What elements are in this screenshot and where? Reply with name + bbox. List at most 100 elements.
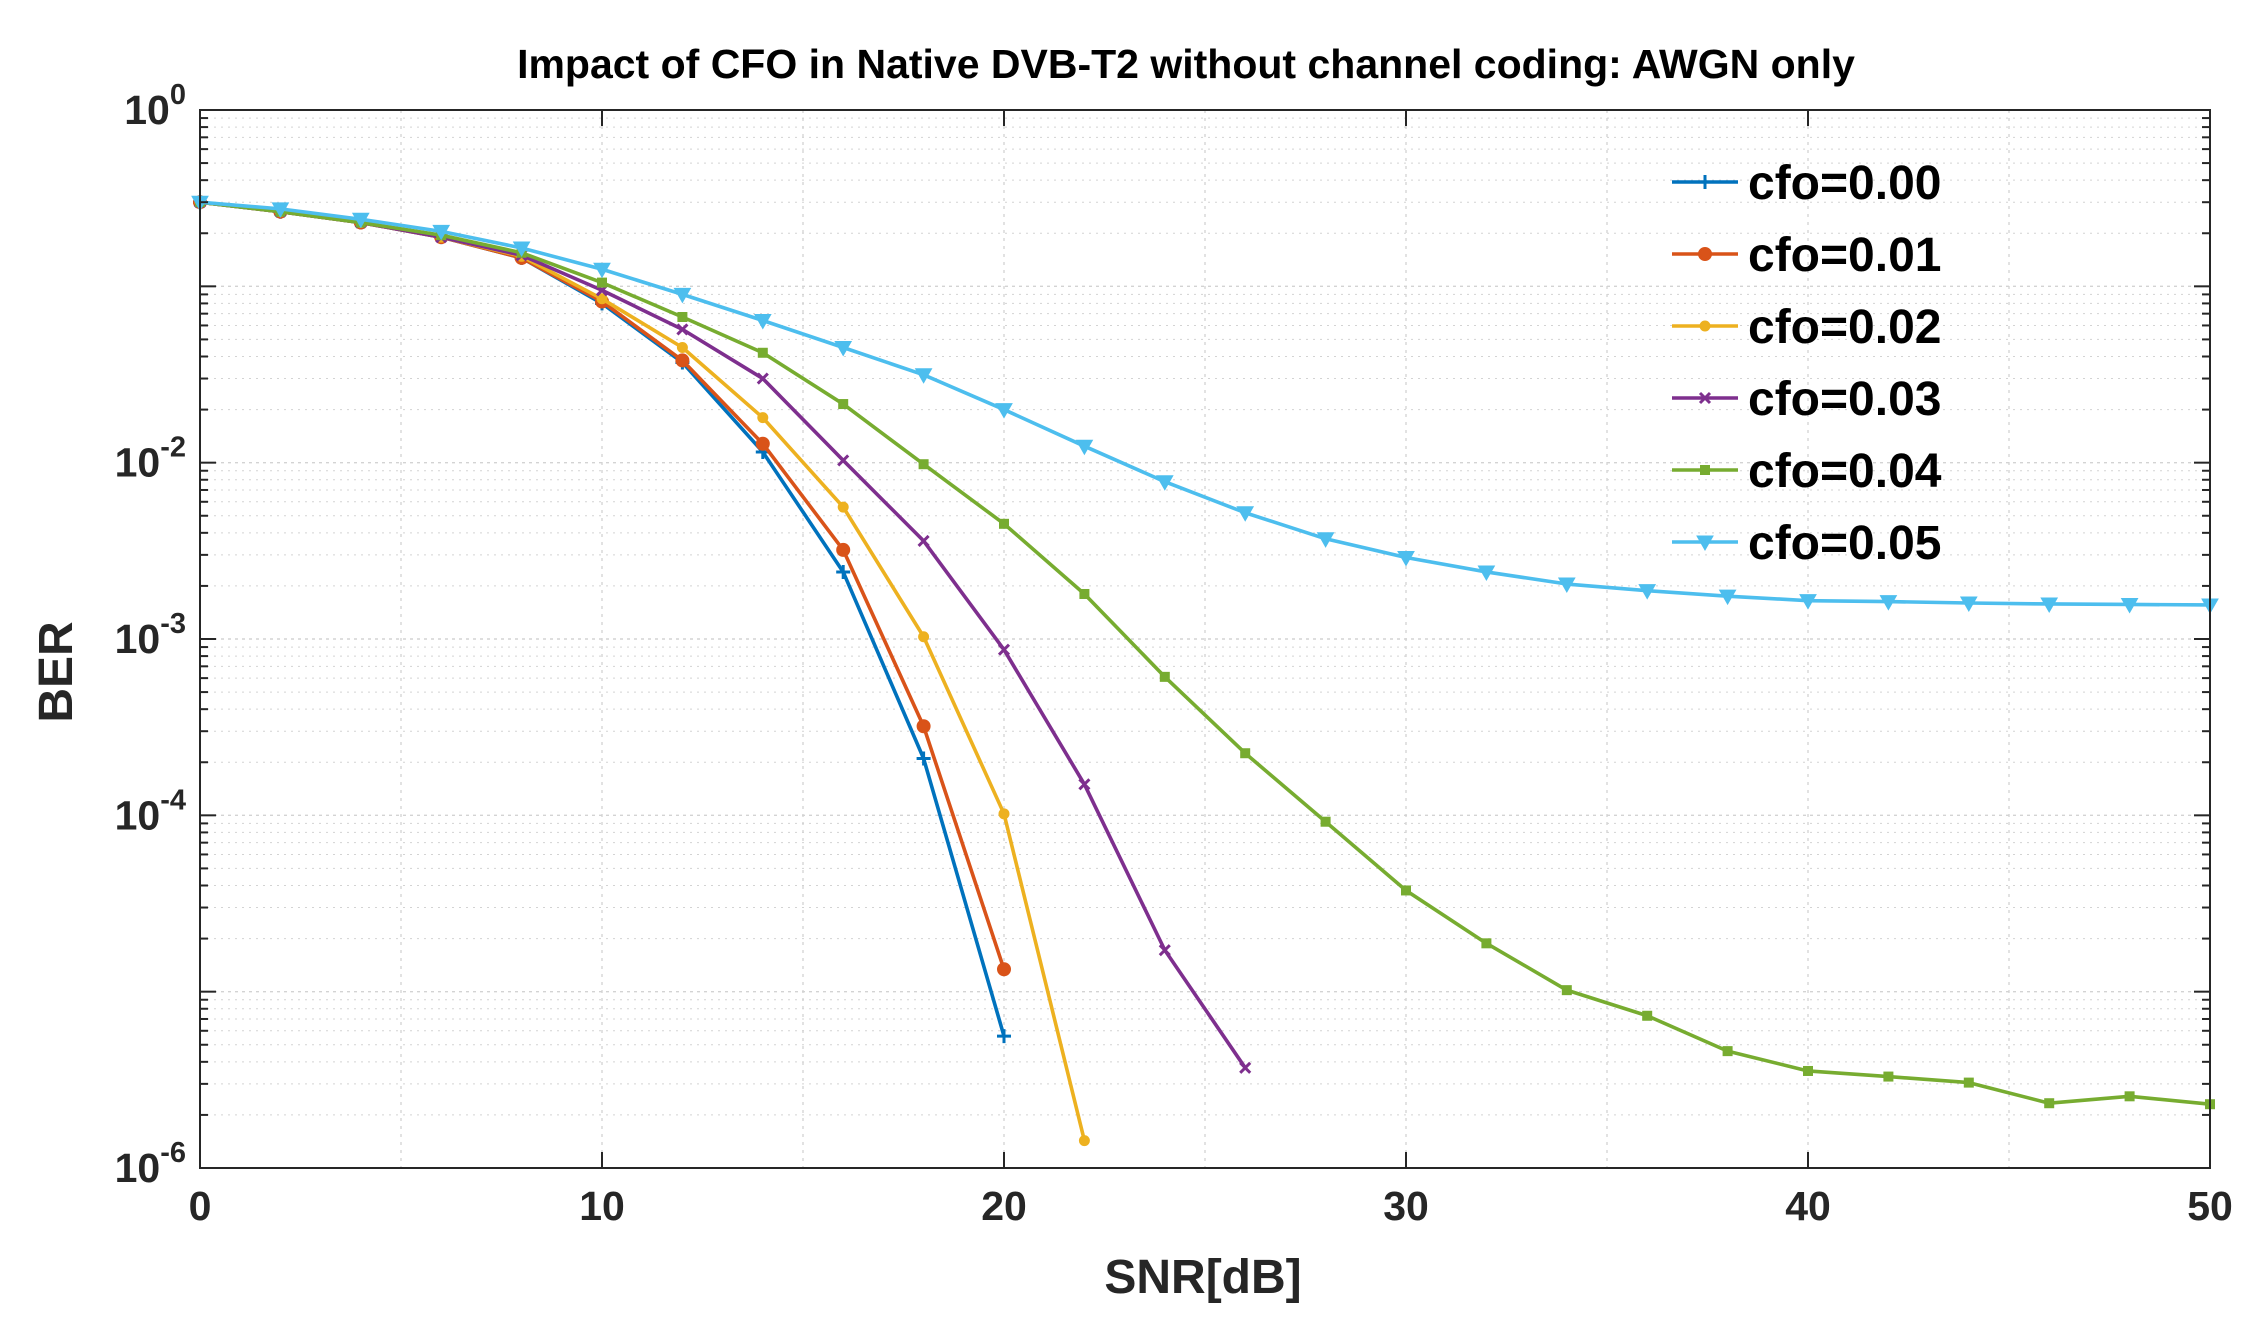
data-point [837,454,850,467]
data-point [512,241,531,257]
data-point [756,372,769,385]
data-point [836,564,851,579]
x-tick-label: 30 [1383,1183,1429,1229]
y-axis-label: BER [30,621,83,722]
y-tick-label: 10-4 [115,784,186,838]
legend-swatch-marker [1699,320,1711,332]
data-point [271,202,290,218]
data-point [1561,985,1572,996]
data-point [1722,1046,1733,1057]
x-tick-label: 0 [189,1183,212,1229]
data-point [1078,778,1091,791]
data-point [1481,938,1492,949]
data-point [836,542,851,557]
legend-item: cfo=0.05 [1672,517,1941,570]
legend-swatch-marker [1700,465,1710,475]
legend-swatch-marker [1698,175,1712,189]
y-tick-label: 10-6 [115,1137,186,1191]
legend-swatch-marker [1698,247,1712,261]
chart-title: Impact of CFO in Native DVB-T2 without c… [517,41,1855,87]
data-point [918,631,930,643]
legend-label: cfo=0.00 [1748,157,1941,210]
data-point [1240,748,1251,759]
data-point [596,293,608,305]
data-point [2040,597,2059,613]
legend-item: cfo=0.02 [1672,301,1941,354]
x-axis-label: SNR[dB] [1104,1251,1301,1304]
y-tick-exponent: -3 [160,608,186,640]
y-tick-label: 10-3 [115,608,186,662]
x-tick-label: 50 [2187,1183,2233,1229]
legend-swatch-marker [1696,535,1714,552]
grid [200,110,2210,1168]
series-cfo-0-05 [191,195,2219,614]
y-tick-base: 10 [115,1145,161,1191]
series-line [199,200,2211,1107]
data-point [2044,1098,2055,1109]
data-point [757,347,768,358]
x-tick-label: 40 [1785,1183,1831,1229]
data-point [675,353,690,368]
data-point [1075,439,1094,456]
data-point [1803,1065,1813,1076]
y-tick-exponent: 0 [170,79,186,111]
legend-item: cfo=0.01 [1672,229,1941,282]
legend-label: cfo=0.02 [1748,301,1941,354]
data-point [432,224,451,241]
data-point [837,501,849,513]
data-point [1963,1077,1974,1088]
data-point [997,962,1011,977]
data-point [753,314,772,330]
data-point [1320,816,1331,827]
legend-label: cfo=0.03 [1748,373,1941,426]
data-point [916,719,931,734]
data-point [2120,597,2139,614]
data-point [1477,565,1496,581]
x-tick-label: 10 [579,1183,625,1229]
y-tick-exponent: -6 [160,1137,186,1169]
data-point [918,459,929,470]
data-point [1397,550,1415,567]
y-tick-exponent: -2 [160,432,186,464]
data-point [1642,1010,1653,1021]
data-point [1239,1061,1252,1074]
data-point [673,287,692,304]
data-point [1158,944,1171,957]
data-point [995,403,1013,419]
data-point [1959,596,1978,613]
data-point [2124,1091,2135,1102]
x-tick-label: 20 [981,1183,1027,1229]
legend-label: cfo=0.04 [1748,445,1942,498]
y-tick-label: 10-2 [115,432,186,486]
y-tick-label: 100 [124,79,186,133]
legend-item: cfo=0.03 [1672,373,1941,426]
y-tick-base: 10 [124,87,170,133]
data-point [997,643,1011,656]
data-point [597,277,607,288]
data-point [755,436,770,451]
data-point [1883,1071,1894,1082]
data-point [838,399,849,410]
legend-item: cfo=0.04 [1672,445,1942,498]
data-series [191,195,2219,1147]
data-point [1316,532,1335,548]
data-point [999,518,1009,529]
series-line [199,200,2211,607]
data-point [998,808,1010,820]
data-point [677,312,688,323]
y-tick-exponent: -4 [160,784,186,816]
data-point [1236,506,1255,522]
data-point [1638,584,1657,600]
data-point [676,341,688,353]
legend-swatch-marker [1698,391,1712,405]
data-point [593,262,611,279]
data-point [997,1029,1011,1044]
data-point [1799,594,1817,610]
data-point [1078,1135,1090,1147]
data-point [1879,595,1898,611]
data-point [1079,588,1090,599]
y-tick-base: 10 [115,616,161,662]
legend-item: cfo=0.00 [1672,157,1941,210]
